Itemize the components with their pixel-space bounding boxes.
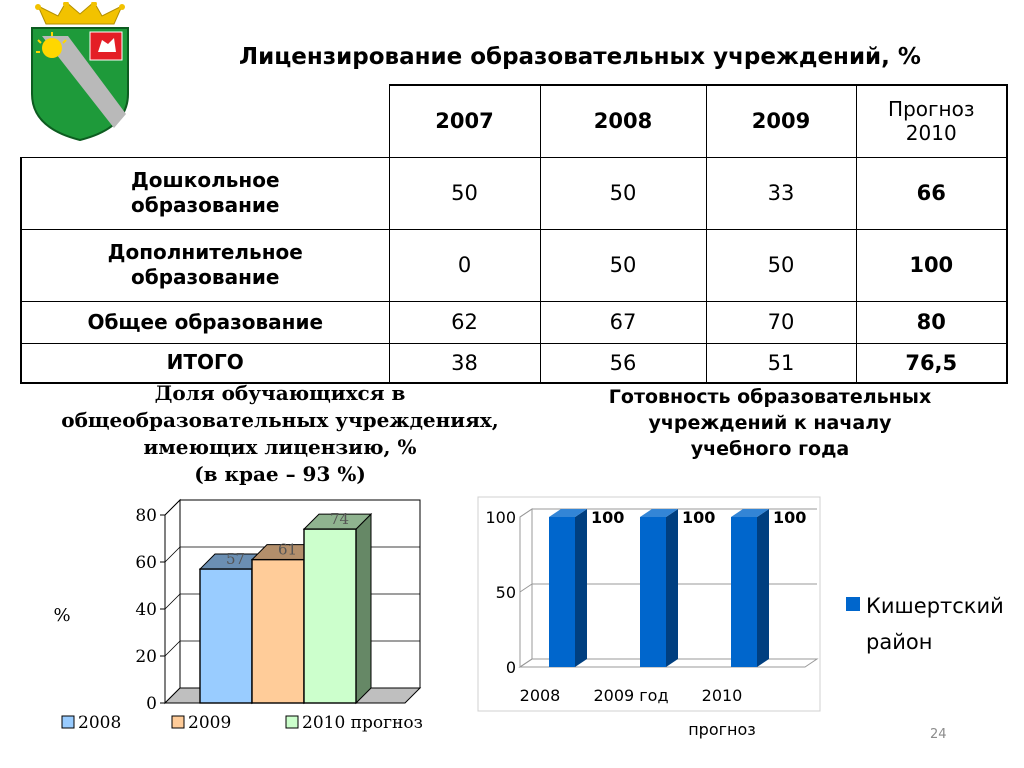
bar-data-label: 100 <box>591 508 624 527</box>
left-title-note: (в крае – 93 %) <box>194 462 366 486</box>
y-tick-label: 0 <box>146 694 157 714</box>
table-cell-forecast: 76,5 <box>855 342 1008 384</box>
row-label-line: Дополнительное <box>107 240 303 264</box>
table-cell: 0 <box>388 228 541 302</box>
slide-number: 24 <box>930 727 947 742</box>
forecast-header-line-2: 2010 <box>905 121 957 146</box>
bar-data-label: 61 <box>278 541 297 559</box>
bar-top <box>549 509 587 517</box>
forecast-header-line-1: Прогноз <box>888 97 975 122</box>
table-cell-forecast: 80 <box>855 300 1008 344</box>
y-tick-label: 60 <box>135 553 157 573</box>
table-header-row: 2007 2008 2009 Прогноз 2010 <box>21 84 1008 158</box>
header-forecast-2010: Прогноз 2010 <box>855 84 1008 158</box>
header-2008: 2008 <box>539 84 707 158</box>
table-row: Дошкольное образование 50 50 33 66 <box>20 156 1008 230</box>
bar-top <box>640 509 678 517</box>
bar-side <box>666 509 678 667</box>
left-title-line: имеющих лицензию, % <box>143 435 417 459</box>
table-cell: 56 <box>539 342 707 384</box>
x-tick-label: 2009 год <box>593 686 668 705</box>
right-title-line: Готовность образовательных <box>608 386 932 408</box>
table-cell: 33 <box>705 156 857 230</box>
table-cell: 38 <box>388 342 541 384</box>
legend-label: 2008 <box>78 713 121 733</box>
bar <box>731 517 757 667</box>
bar-top <box>731 509 769 517</box>
left-title-line: Доля обучающихся в <box>154 381 406 405</box>
row-label-general: Общее образование <box>20 300 390 344</box>
y-tick-label: 20 <box>135 647 157 667</box>
bar <box>640 517 666 667</box>
bar <box>199 568 253 704</box>
table-cell: 51 <box>705 342 857 384</box>
legend-label: 2010 прогноз <box>302 713 423 733</box>
legend-label: 2009 <box>188 713 231 733</box>
licensing-table: 2007 2008 2009 Прогноз 2010 Дошкольное о… <box>20 84 1008 384</box>
bar-data-label: 57 <box>226 550 245 568</box>
legend-swatch <box>61 715 75 729</box>
readiness-bar-chart: 0 50 100 100 100 100 2008 2009 год 2010 прогноз Ки… <box>477 496 1004 739</box>
header-2007: 2007 <box>388 84 541 158</box>
row-label-line: образование <box>131 193 280 217</box>
x-tick-label: 2008 <box>520 686 561 705</box>
row-label-line: образование <box>131 265 280 289</box>
chart-gridline <box>519 508 817 518</box>
bar-side <box>575 509 587 667</box>
row-label-additional: Дополнительное образование <box>20 228 390 302</box>
y-tick-label: 80 <box>135 506 157 526</box>
table-cell: 50 <box>539 228 707 302</box>
row-label-total: ИТОГО <box>20 342 390 384</box>
table-cell-forecast: 66 <box>855 156 1008 230</box>
table-row: Общее образование 62 67 70 80 <box>20 300 1008 344</box>
bar <box>303 528 357 704</box>
table-corner-cell <box>21 85 390 158</box>
y-tick-label: 0 <box>506 658 516 677</box>
bar-side <box>757 509 769 667</box>
chart-gridline <box>164 499 420 516</box>
license-share-bar-chart: 0 20 40 60 80% 57 61 74 2008 2009 2010 прогноз <box>53 498 423 733</box>
y-tick-label: 100 <box>485 508 516 527</box>
table-cell: 62 <box>388 300 541 344</box>
table-row: ИТОГО 38 56 51 76,5 <box>20 342 1008 384</box>
chart-gridline <box>519 658 817 668</box>
table-row: Дополнительное образование 0 50 50 100 <box>20 228 1008 302</box>
page-title: Лицензирование образовательных учреждени… <box>239 44 921 70</box>
chart-gridline <box>519 583 817 593</box>
legend-label: Кишертский <box>866 594 1004 618</box>
x-tick-label: 2010 <box>702 686 743 705</box>
y-axis-label: % <box>53 605 70 626</box>
table-cell: 50 <box>388 156 541 230</box>
legend-swatch <box>285 715 299 729</box>
bar <box>251 558 305 704</box>
table-cell: 50 <box>705 228 857 302</box>
bar-data-label: 100 <box>682 508 715 527</box>
table-cell-forecast: 100 <box>855 228 1008 302</box>
table-cell: 50 <box>539 156 707 230</box>
legend-swatch <box>171 715 185 729</box>
bar <box>549 517 575 667</box>
bar-data-label: 100 <box>773 508 806 527</box>
bar-data-label: 74 <box>330 510 349 528</box>
right-chart-title: Готовность образовательных учреждений к … <box>560 384 980 462</box>
x-tick-sublabel: прогноз <box>688 720 756 739</box>
legend-swatch <box>846 597 860 611</box>
legend-label: район <box>866 630 932 654</box>
row-label-preschool: Дошкольное образование <box>20 156 390 230</box>
y-tick-label: 50 <box>496 583 516 602</box>
header-2009: 2009 <box>705 84 857 158</box>
y-tick-label: 40 <box>135 600 157 620</box>
right-title-line: учебного года <box>690 438 850 460</box>
row-label-line: Дошкольное <box>130 168 280 192</box>
right-title-line: учреждений к началу <box>648 412 892 434</box>
table-cell: 70 <box>705 300 857 344</box>
left-chart-title: Доля обучающихся в общеобразовательных у… <box>40 380 520 488</box>
bar-side <box>355 512 372 705</box>
table-cell: 67 <box>539 300 707 344</box>
left-title-line: общеобразовательных учреждениях, <box>61 408 499 432</box>
